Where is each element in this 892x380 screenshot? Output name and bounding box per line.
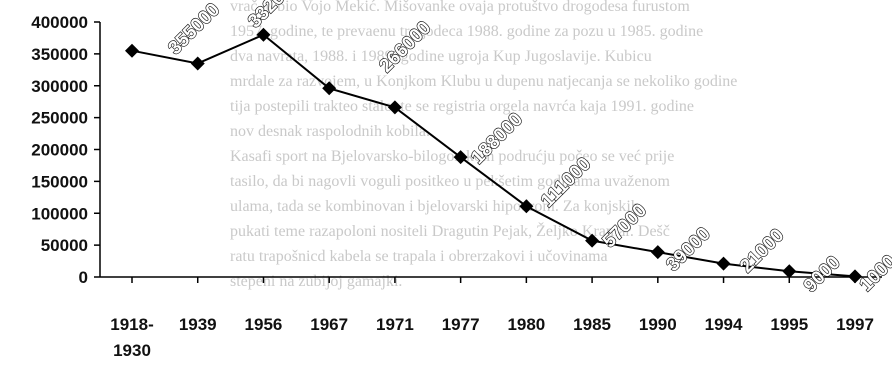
data-point-marker [125,43,139,58]
data-label: 266000 [376,17,436,77]
y-tick-label: 300000 [31,77,88,96]
x-tick-label: 1918-1930 [110,315,153,360]
data-label: 111000 [537,154,595,212]
data-point-marker [190,56,205,71]
data-labels: 3550003320003800002660001880001110005700… [164,0,892,297]
data-point-marker [585,233,600,248]
x-tick-label: 1995 [770,315,808,334]
x-tick-label: 1956 [245,315,283,334]
data-point-marker [848,269,862,284]
data-label: 332000 [244,0,304,32]
data-point-marker [322,81,337,96]
x-tick-label: 1977 [442,315,480,334]
data-label: 1000 [856,251,892,296]
y-tick-label: 50000 [41,236,88,255]
data-point-marker [387,100,402,115]
y-tick-label: 150000 [31,172,88,191]
data-points [125,27,862,284]
x-axis: 1918-1930 1939 1956 1967 1971 1977 1980 1985 199… [100,276,882,360]
y-tick-label: 200000 [31,141,88,160]
data-label: 188000 [467,109,527,169]
data-point-marker [519,199,534,214]
y-tick-label: 0 [79,268,88,287]
data-label: 355000 [164,0,224,59]
data-point-marker [453,150,468,165]
data-point-marker [650,245,665,260]
y-tick-label: 400000 [31,13,88,32]
y-tick-label: 100000 [31,204,88,223]
x-tick-label: 1971 [376,315,414,334]
data-point-marker [716,256,731,271]
data-label: 57000 [599,200,651,252]
series-line [131,33,856,278]
y-tick-label: 250000 [31,109,88,128]
y-axis: 0 50000 100000 150000 200000 250000 300000 3500… [31,13,101,287]
x-tick-label: 1967 [310,315,348,334]
x-tick-label: 1990 [639,315,677,334]
data-point-marker [256,27,271,42]
x-tick-label: 1985 [573,315,611,334]
x-tick-label: 1939 [179,315,217,334]
x-tick-label: 1997 [836,315,874,334]
x-tick-label: 1980 [507,315,545,334]
data-point-marker [782,264,797,279]
series-polyline [131,33,856,278]
x-tick-label: 1994 [705,315,743,334]
y-tick-label: 350000 [31,45,88,64]
data-label: 39000 [663,223,715,275]
